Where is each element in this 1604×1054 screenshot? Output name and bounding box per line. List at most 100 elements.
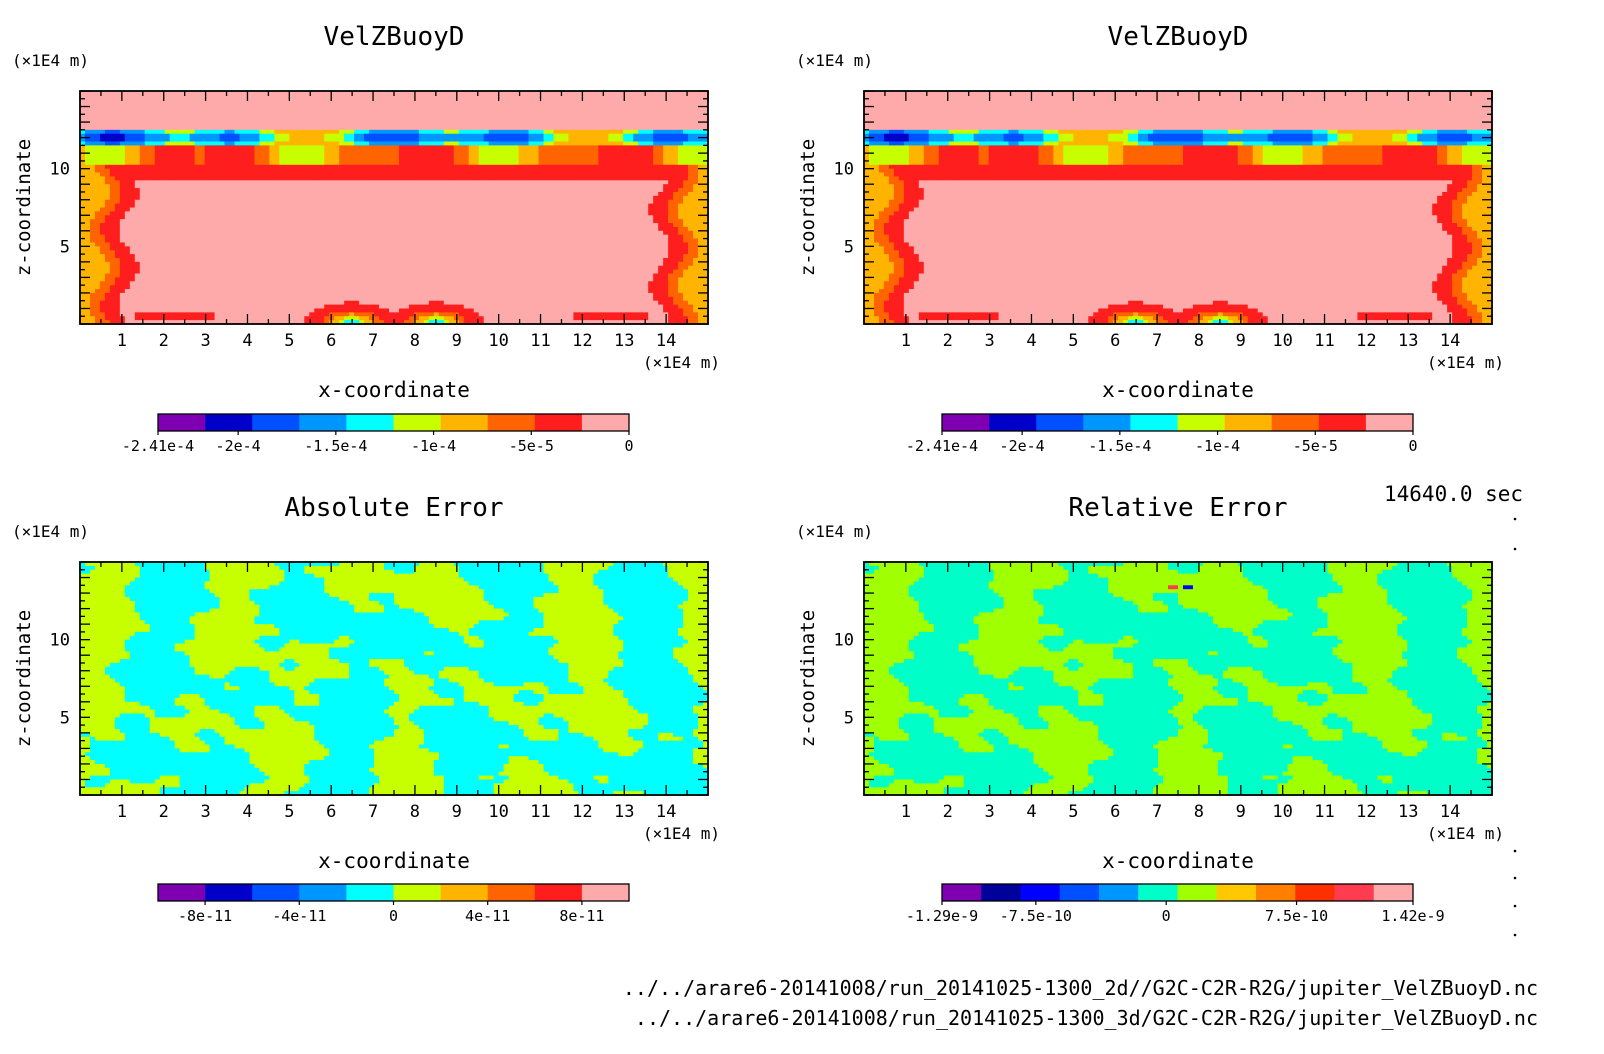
field-cell	[100, 126, 106, 130]
field-cell	[409, 227, 415, 231]
field-cell	[424, 114, 430, 118]
field-cell	[269, 289, 275, 293]
field-cell	[294, 297, 300, 301]
field-cell	[239, 316, 245, 320]
field-cell	[215, 149, 221, 153]
field-cell	[120, 208, 126, 212]
field-cell	[329, 126, 335, 130]
field-cell	[369, 184, 375, 188]
field-cell	[374, 130, 380, 134]
field-cell	[299, 246, 305, 250]
field-cell	[339, 99, 345, 103]
field-cell	[239, 297, 245, 301]
field-cell	[125, 130, 131, 134]
field-cell	[200, 118, 206, 122]
field-cell	[479, 258, 485, 262]
field-cell	[200, 301, 206, 305]
field-cell	[359, 246, 365, 250]
field-cell	[230, 211, 236, 215]
field-cell	[384, 289, 390, 293]
field-cell	[369, 110, 375, 114]
field-cell	[289, 274, 295, 278]
field-cell	[284, 118, 290, 122]
field-cell	[170, 242, 176, 246]
field-cell	[304, 126, 310, 130]
field-cell	[494, 141, 500, 145]
field-cell	[244, 277, 250, 281]
field-cell	[424, 95, 430, 99]
field-cell	[85, 145, 91, 149]
field-cell	[439, 138, 445, 142]
field-cell	[205, 118, 211, 122]
field-cell	[225, 316, 231, 320]
field-cell	[155, 308, 161, 312]
field-cell	[135, 215, 141, 219]
field-cell	[374, 281, 380, 285]
field-cell	[379, 149, 385, 153]
field-cell	[479, 274, 485, 278]
field-cell	[419, 141, 425, 145]
field-cell	[324, 103, 330, 107]
field-cell	[349, 211, 355, 215]
field-cell	[85, 316, 91, 320]
field-cell	[354, 301, 360, 305]
field-cell	[304, 184, 310, 188]
field-cell	[210, 165, 216, 169]
field-cell	[429, 308, 435, 312]
field-cell	[130, 242, 136, 246]
field-cell	[444, 145, 450, 149]
field-cell	[409, 153, 415, 157]
field-cell	[160, 110, 166, 114]
field-cell	[334, 266, 340, 270]
field-cell	[364, 289, 370, 293]
field-cell	[349, 308, 355, 312]
field-cell	[289, 246, 295, 250]
field-cell	[170, 95, 176, 99]
field-cell	[195, 130, 201, 134]
field-cell	[314, 211, 320, 215]
field-cell	[239, 110, 245, 114]
field-cell	[474, 110, 480, 114]
field-cell	[359, 211, 365, 215]
field-cell	[190, 149, 196, 153]
field-cell	[319, 231, 325, 235]
field-cell	[319, 250, 325, 254]
field-cell	[220, 215, 226, 219]
field-cell	[449, 153, 455, 157]
field-cell	[479, 223, 485, 227]
field-cell	[479, 138, 485, 142]
field-cell	[200, 126, 206, 130]
field-cell	[190, 223, 196, 227]
field-cell	[424, 204, 430, 208]
field-cell	[215, 223, 221, 227]
field-cell	[444, 211, 450, 215]
field-cell	[304, 285, 310, 289]
field-cell	[90, 266, 96, 270]
field-cell	[279, 149, 285, 153]
field-cell	[359, 208, 365, 212]
field-cell	[150, 192, 156, 196]
field-cell	[319, 208, 325, 212]
field-cell	[284, 231, 290, 235]
field-cell	[249, 122, 255, 126]
field-cell	[269, 99, 275, 103]
field-cell	[175, 173, 181, 177]
field-cell	[339, 274, 345, 278]
field-cell	[215, 308, 221, 312]
field-cell	[439, 223, 445, 227]
field-cell	[125, 262, 131, 266]
field-cell	[135, 126, 141, 130]
field-cell	[195, 239, 201, 243]
field-cell	[364, 266, 370, 270]
field-cell	[175, 196, 181, 200]
field-cell	[334, 274, 340, 278]
field-cell	[200, 281, 206, 285]
field-cell	[489, 297, 495, 301]
field-cell	[424, 242, 430, 246]
field-cell	[299, 266, 305, 270]
field-cell	[329, 262, 335, 266]
field-cell	[394, 204, 400, 208]
field-cell	[399, 130, 405, 134]
field-cell	[155, 274, 161, 278]
field-cell	[449, 281, 455, 285]
